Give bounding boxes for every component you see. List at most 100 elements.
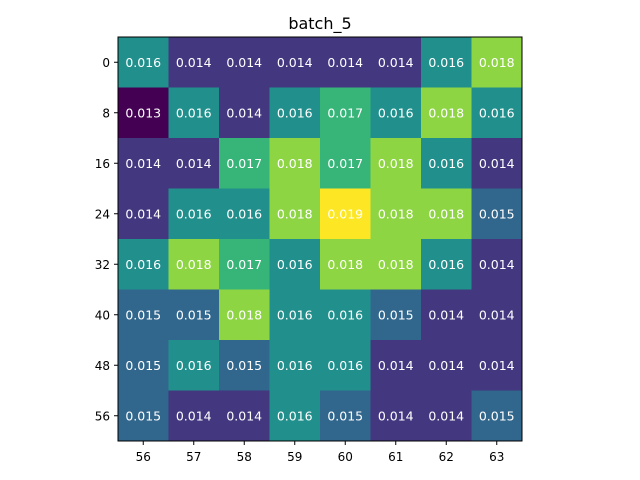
- cell-value-label: 0.014: [176, 408, 212, 423]
- heatmap-cell: [320, 37, 371, 88]
- cell-value-label: 0.015: [479, 206, 515, 221]
- cell-value-label: 0.017: [327, 156, 363, 171]
- cell-value-label: 0.016: [277, 105, 313, 120]
- heatmap-cell: [370, 138, 422, 189]
- cell-value-label: 0.018: [226, 307, 262, 322]
- heatmap-cell: [269, 390, 321, 442]
- x-tick-label: 61: [388, 450, 403, 464]
- heatmap-cell: [118, 37, 169, 88]
- heatmap-cell: [269, 188, 321, 240]
- heatmap-cell: [219, 289, 270, 341]
- cell-value-label: 0.016: [176, 358, 212, 373]
- x-tick-label: 58: [237, 450, 252, 464]
- heatmap-cell: [471, 37, 523, 88]
- cell-value-label: 0.014: [479, 257, 515, 272]
- heatmap-cell: [471, 87, 523, 139]
- cell-value-label: 0.016: [428, 55, 464, 70]
- heatmap-cell: [421, 87, 472, 139]
- cell-value-label: 0.015: [226, 358, 262, 373]
- y-tick-label: 48: [95, 359, 110, 373]
- cell-value-label: 0.018: [277, 206, 313, 221]
- y-tick-label: 56: [95, 409, 110, 423]
- heatmap-cell: [320, 138, 371, 189]
- cell-value-label: 0.018: [428, 105, 464, 120]
- cell-value-label: 0.016: [125, 257, 161, 272]
- y-axis-ticks: 0 8 16 24 32 40 48 56: [95, 56, 118, 423]
- cell-value-label: 0.019: [327, 206, 363, 221]
- y-tick-label: 16: [95, 157, 110, 171]
- cell-value-label: 0.014: [378, 358, 414, 373]
- x-tick-label: 60: [338, 450, 353, 464]
- cell-value-label: 0.016: [277, 358, 313, 373]
- cell-value-label: 0.018: [327, 257, 363, 272]
- cell-value-label: 0.017: [226, 156, 262, 171]
- heatmap-cell: [219, 340, 270, 391]
- cell-value-label: 0.018: [479, 55, 515, 70]
- cell-value-label: 0.014: [125, 156, 161, 171]
- y-tick-label: 40: [95, 308, 110, 322]
- heatmap-cell: [269, 340, 321, 391]
- heatmap-cell: [168, 188, 220, 240]
- heatmap-cell: [471, 390, 523, 442]
- cell-value-label: 0.014: [479, 358, 515, 373]
- x-tick-label: 59: [287, 450, 302, 464]
- x-axis-ticks: 56 57 58 59 60 61 62 63: [136, 441, 504, 464]
- heatmap-cell: [370, 340, 422, 391]
- heatmap-cell: [219, 390, 270, 442]
- cell-value-label: 0.014: [378, 408, 414, 423]
- heatmap-cell: [219, 239, 270, 290]
- heatmap-cell: [320, 340, 371, 391]
- cell-value-label: 0.018: [176, 257, 212, 272]
- heatmap-cell: [219, 138, 270, 189]
- y-tick-label: 24: [95, 207, 110, 221]
- heatmap-cell: [118, 87, 169, 139]
- cell-value-label: 0.015: [176, 307, 212, 322]
- heatmap-cell: [219, 37, 270, 88]
- cell-value-label: 0.014: [176, 156, 212, 171]
- heatmap-cell: [269, 239, 321, 290]
- heatmap-cell: [118, 340, 169, 391]
- cell-value-label: 0.014: [277, 55, 313, 70]
- heatmap-cell: [421, 390, 472, 442]
- cell-value-label: 0.014: [176, 55, 212, 70]
- y-tick-label: 32: [95, 258, 110, 272]
- cell-value-label: 0.018: [378, 156, 414, 171]
- heatmap-cell: [168, 289, 220, 341]
- heatmap-cell: [471, 289, 523, 341]
- cell-value-label: 0.014: [428, 408, 464, 423]
- heatmap-cell: [168, 87, 220, 139]
- heatmap-cell: [269, 289, 321, 341]
- heatmap-cell: [370, 37, 422, 88]
- cell-value-label: 0.016: [277, 408, 313, 423]
- heatmap-cell: [219, 87, 270, 139]
- heatmap-cell: [320, 188, 371, 240]
- cell-value-label: 0.014: [226, 105, 262, 120]
- cell-value-labels: 0.016 0.014 0.014 0.014 0.014 0.014 0.016 0.018…: [125, 55, 514, 424]
- heatmap-cell: [370, 188, 422, 240]
- heatmap-cells: [118, 37, 523, 442]
- x-tick-label: 62: [439, 450, 454, 464]
- heatmap-cell: [320, 390, 371, 442]
- heatmap-cell: [421, 340, 472, 391]
- heatmap-cell: [471, 340, 523, 391]
- cell-value-label: 0.016: [378, 105, 414, 120]
- cell-value-label: 0.014: [378, 55, 414, 70]
- heatmap-cell: [118, 289, 169, 341]
- heatmap-cell: [471, 239, 523, 290]
- cell-value-label: 0.014: [479, 307, 515, 322]
- cell-value-label: 0.018: [378, 206, 414, 221]
- heatmap-cell: [370, 289, 422, 341]
- cell-value-label: 0.013: [125, 105, 161, 120]
- axes-frame: [117, 36, 523, 442]
- cell-value-label: 0.016: [479, 105, 515, 120]
- cell-value-label: 0.016: [125, 55, 161, 70]
- heatmap-cell: [118, 138, 169, 189]
- heatmap-cell: [471, 188, 523, 240]
- heatmap-cell: [471, 138, 523, 189]
- cell-value-label: 0.015: [479, 408, 515, 423]
- cell-value-label: 0.015: [125, 358, 161, 373]
- cell-value-label: 0.016: [428, 156, 464, 171]
- heatmap-cell: [168, 138, 220, 189]
- cell-value-label: 0.016: [428, 257, 464, 272]
- cell-value-label: 0.015: [125, 408, 161, 423]
